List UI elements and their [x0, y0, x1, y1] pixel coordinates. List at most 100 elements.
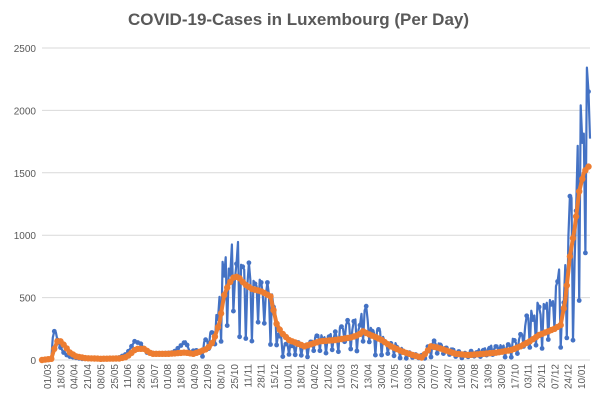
- x-tick-label: 30/04: [377, 364, 388, 389]
- data-point-daily: [536, 304, 542, 310]
- data-point-average: [224, 284, 231, 291]
- x-tick-label: 03/11: [524, 364, 535, 389]
- x-tick-label: 13/04: [363, 364, 374, 389]
- series-line-daily: [41, 66, 592, 362]
- data-point-daily: [138, 341, 144, 347]
- x-tick-label: 04/09: [190, 364, 201, 389]
- data-point-average: [563, 282, 570, 289]
- x-tick-label: 24/07: [444, 364, 455, 389]
- x-tick-label: 25/10: [230, 364, 241, 389]
- x-tick-label: 08/10: [217, 364, 228, 389]
- x-tick-label: 21/04: [83, 364, 94, 389]
- data-point-daily: [564, 335, 570, 341]
- x-tick-label: 24/12: [564, 364, 575, 389]
- data-point-daily: [348, 346, 354, 352]
- data-point-daily: [434, 350, 440, 356]
- data-point-daily: [255, 319, 261, 325]
- x-tick-label: 20/06: [417, 364, 428, 389]
- data-point-daily: [252, 281, 258, 287]
- data-point-daily: [376, 327, 381, 332]
- x-tick-label: 04/02: [310, 364, 321, 389]
- data-point-daily: [274, 342, 279, 348]
- x-tick-label: 17/05: [390, 364, 401, 389]
- data-point-daily: [379, 352, 384, 358]
- data-point-average: [585, 163, 592, 170]
- data-point-daily: [567, 193, 573, 199]
- data-point-daily: [305, 354, 310, 360]
- data-point-average: [208, 340, 215, 347]
- x-tick-label: 28/06: [136, 364, 147, 389]
- data-point-daily: [542, 305, 548, 310]
- data-point-daily: [487, 345, 493, 351]
- x-tick-label: 20/11: [537, 364, 548, 389]
- data-point-average: [557, 321, 564, 329]
- x-tick-label: 07/07: [430, 364, 441, 389]
- data-point-daily: [200, 354, 205, 359]
- data-point-daily: [579, 139, 585, 145]
- data-point-average: [51, 345, 58, 352]
- data-point-daily: [357, 322, 363, 328]
- data-point-daily: [505, 342, 511, 347]
- data-point-daily: [336, 349, 341, 355]
- data-point-daily: [175, 345, 181, 351]
- data-point-average: [214, 324, 222, 331]
- data-point-average: [211, 333, 219, 340]
- data-point-daily: [524, 313, 530, 319]
- data-point-daily: [403, 355, 409, 361]
- x-tick-label: 27/08: [470, 364, 481, 389]
- data-point-daily: [231, 308, 236, 314]
- data-point-average: [267, 293, 274, 300]
- data-point-daily: [512, 338, 517, 343]
- data-point-daily: [209, 330, 215, 335]
- data-point-daily: [218, 339, 224, 344]
- x-tick-label: 21/02: [323, 364, 334, 389]
- data-point-daily: [351, 318, 357, 324]
- x-tick-label: 27/03: [350, 364, 361, 389]
- chart-title: COVID-19-Cases in Luxembourg (Per Day): [127, 10, 470, 29]
- data-point-daily: [373, 352, 378, 358]
- x-tick-label: 15/07: [150, 364, 161, 389]
- x-tick-label: 10/08: [457, 364, 468, 389]
- data-point-average: [221, 291, 228, 299]
- data-point-daily: [329, 347, 335, 353]
- data-point-daily: [363, 303, 369, 309]
- data-point-daily: [360, 338, 366, 344]
- data-point-daily: [431, 338, 437, 344]
- data-point-daily: [280, 354, 286, 359]
- data-point-daily: [570, 337, 576, 343]
- data-point-daily: [243, 336, 249, 341]
- data-point-daily: [539, 346, 545, 351]
- data-point-daily: [555, 279, 560, 284]
- x-tick-label: 13/09: [484, 364, 495, 389]
- data-point-daily: [354, 348, 360, 354]
- data-point-daily: [586, 89, 591, 94]
- data-point-average: [572, 213, 580, 220]
- data-point-daily: [385, 351, 391, 356]
- x-tick-label: 11/11: [243, 364, 254, 388]
- data-point-average: [566, 253, 574, 260]
- data-point-daily: [323, 350, 329, 356]
- data-point-average: [579, 175, 586, 183]
- x-tick-label: 10/03: [337, 364, 348, 389]
- data-point-daily: [286, 352, 292, 357]
- x-tick-label: 18/01: [297, 364, 308, 389]
- data-point-daily: [530, 317, 536, 322]
- series-line-average: [41, 164, 591, 362]
- data-point-average: [560, 305, 567, 312]
- x-tick-label: 01/08: [163, 364, 174, 389]
- data-point-daily: [283, 341, 289, 347]
- x-tick-label: 07/12: [550, 364, 561, 389]
- data-point-daily: [518, 331, 523, 337]
- data-point-daily: [268, 342, 273, 347]
- x-tick-label: 17/10: [510, 364, 521, 389]
- data-point-daily: [249, 338, 255, 344]
- x-tick-label: 10/01: [577, 364, 588, 389]
- data-point-daily: [261, 320, 267, 326]
- data-point-daily: [493, 344, 499, 349]
- data-point-daily: [558, 345, 564, 350]
- data-point-daily: [234, 261, 239, 267]
- x-tick-label: 08/05: [96, 364, 107, 389]
- y-tick-label: 1500: [14, 169, 37, 180]
- data-point-daily: [265, 280, 270, 285]
